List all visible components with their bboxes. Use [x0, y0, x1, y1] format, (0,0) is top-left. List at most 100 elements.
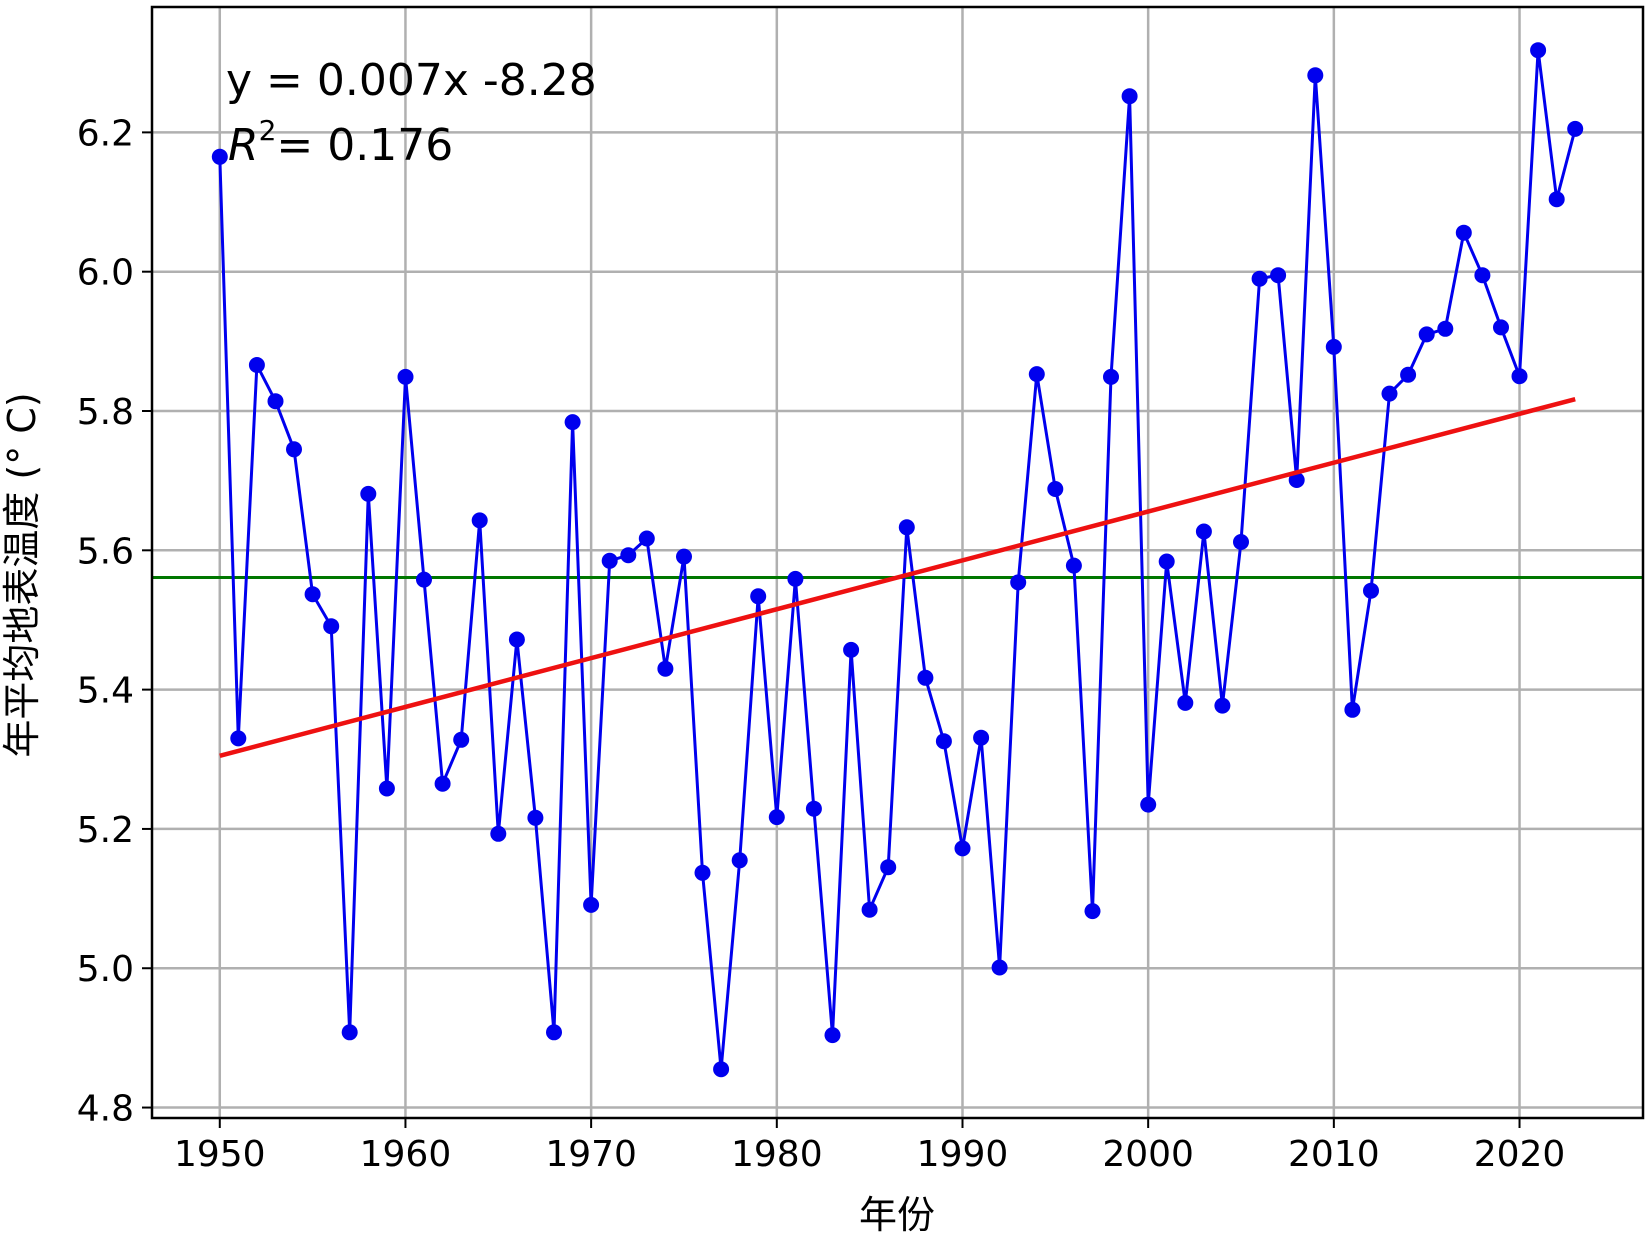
data-point — [1084, 903, 1101, 920]
data-point — [490, 825, 507, 842]
data-point — [1047, 481, 1064, 497]
data-point — [360, 485, 377, 502]
data-point — [880, 859, 897, 876]
data-point — [917, 669, 934, 686]
data-point — [1493, 319, 1509, 336]
y-tick-label: 5.6 — [77, 531, 134, 572]
data-point — [341, 1024, 358, 1041]
data-point — [471, 512, 488, 529]
data-point — [676, 548, 692, 565]
data-point — [1511, 368, 1528, 385]
data-point — [973, 729, 990, 746]
data-point — [1363, 582, 1379, 599]
data-point — [601, 552, 618, 569]
data-point — [1158, 553, 1175, 570]
data-point — [1065, 557, 1082, 574]
data-point — [1121, 88, 1138, 105]
data-point — [1530, 42, 1547, 59]
data-point — [583, 896, 600, 913]
trend-line-layer — [219, 396, 1576, 758]
y-tick-label: 5.0 — [77, 949, 134, 990]
data-point — [211, 148, 228, 165]
data-point — [527, 809, 544, 826]
data-point — [1288, 472, 1305, 488]
x-axis: 1950 1960 1970 1980 1990 2000 2010 2020 — [174, 1118, 1565, 1175]
data-point — [1270, 267, 1287, 284]
r-squared-exponent: 2 — [259, 114, 277, 147]
data-point — [248, 357, 265, 373]
y-axis: 4.8 5.0 5.2 5.4 5.6 5.8 6.0 6.2 — [77, 113, 152, 1130]
data-point — [397, 368, 414, 385]
equation-annotation: y = 0.007x -8.28 — [226, 55, 597, 106]
plot-frame — [150, 5, 1645, 1120]
x-tick-label: 1960 — [360, 1134, 452, 1175]
y-axis-label: 年平均地表温度 (° C) — [0, 392, 44, 757]
data-point — [694, 864, 711, 881]
data-series-layer — [211, 42, 1584, 1078]
y-tick-label: 4.8 — [77, 1089, 134, 1130]
data-point — [323, 618, 340, 635]
data-point — [304, 586, 321, 603]
data-point — [1195, 523, 1212, 540]
data-point — [768, 809, 785, 826]
x-tick-label: 2020 — [1474, 1134, 1566, 1175]
data-point — [1400, 366, 1417, 383]
data-point — [898, 519, 915, 536]
data-point — [508, 631, 525, 648]
data-point — [620, 547, 637, 564]
data-point — [1307, 67, 1324, 84]
data-point — [657, 660, 674, 677]
data-point — [935, 733, 952, 750]
data-point — [1455, 224, 1472, 241]
data-point — [378, 780, 395, 797]
data-point — [805, 800, 822, 817]
data-point — [1251, 270, 1268, 287]
data-point — [267, 393, 284, 410]
data-point — [453, 731, 470, 748]
x-tick-label: 2010 — [1288, 1134, 1380, 1175]
data-point — [713, 1061, 730, 1078]
x-tick-label: 1970 — [545, 1134, 637, 1175]
data-point — [1567, 120, 1584, 137]
data-point — [1010, 574, 1027, 591]
data-point — [1140, 796, 1157, 813]
data-point — [1214, 697, 1231, 714]
grid-lines — [152, 7, 1643, 1118]
data-point — [1381, 385, 1398, 402]
data-point — [824, 1027, 841, 1044]
y-tick-label: 5.8 — [77, 392, 134, 433]
x-tick-label: 1950 — [174, 1134, 266, 1175]
data-point — [731, 852, 748, 869]
y-tick-label: 5.2 — [77, 810, 134, 851]
data-point — [861, 901, 878, 918]
r-squared-symbol: R — [228, 120, 259, 171]
data-point — [1418, 326, 1435, 343]
data-point — [1028, 366, 1045, 383]
data-point — [1103, 368, 1119, 385]
x-tick-label: 2000 — [1102, 1134, 1194, 1175]
data-point — [638, 530, 655, 547]
data-point — [564, 414, 581, 431]
r-squared-annotation: R2= 0.176 — [228, 114, 453, 171]
data-point — [1233, 534, 1249, 550]
data-point — [750, 588, 767, 605]
data-point — [1344, 701, 1361, 718]
r-squared-value: = 0.176 — [276, 120, 453, 171]
data-point — [954, 840, 971, 857]
data-point — [1548, 191, 1565, 208]
data-point — [434, 775, 451, 792]
data-point — [546, 1024, 562, 1041]
x-tick-label: 1980 — [731, 1134, 823, 1175]
y-tick-label: 6.0 — [77, 253, 134, 294]
data-point — [1177, 694, 1194, 711]
data-point — [286, 441, 302, 458]
y-tick-label: 6.2 — [77, 113, 134, 154]
data-point — [991, 959, 1008, 976]
data-series-line — [218, 48, 1577, 1071]
data-point — [1474, 267, 1491, 284]
x-tick-label: 1990 — [917, 1134, 1009, 1175]
data-point — [416, 571, 432, 588]
data-point — [230, 730, 247, 747]
data-point — [843, 641, 860, 658]
